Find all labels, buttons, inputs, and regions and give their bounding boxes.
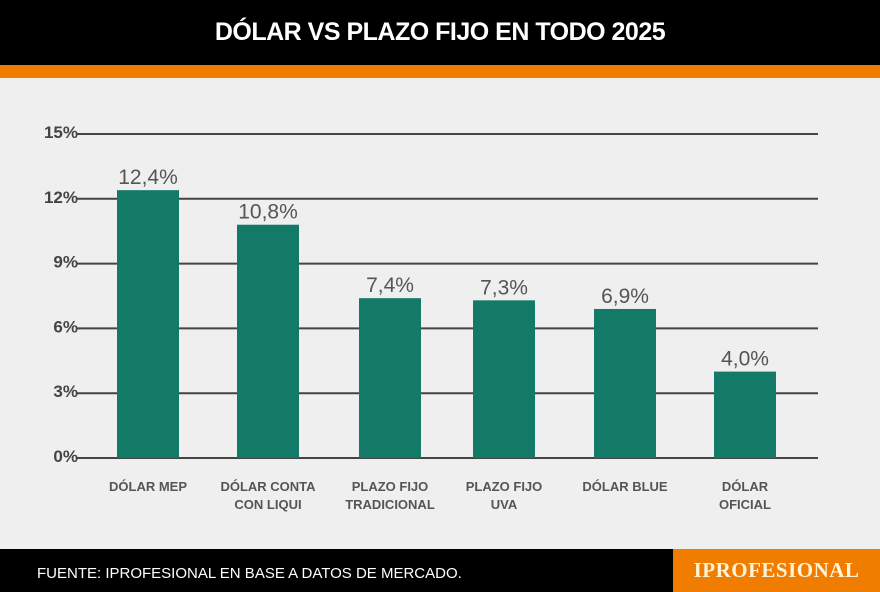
data-label: 7,3% xyxy=(480,276,528,299)
bar xyxy=(237,224,299,458)
x-tick-label: CON LIQUI xyxy=(234,497,301,512)
accent-strip xyxy=(0,65,880,78)
x-tick-label: DÓLAR BLUE xyxy=(582,479,668,494)
x-tick-label: OFICIAL xyxy=(719,497,771,512)
y-tick-label: 12% xyxy=(44,188,78,207)
data-label: 7,4% xyxy=(366,274,414,297)
x-tick-label: TRADICIONAL xyxy=(345,497,435,512)
source-note: FUENTE: IPROFESIONAL EN BASE A DATOS DE … xyxy=(37,565,462,582)
x-tick-label: DÓLAR MEP xyxy=(109,479,187,494)
x-tick-label: PLAZO FIJO xyxy=(352,479,429,494)
x-tick-label: DÓLAR xyxy=(722,479,769,494)
data-label: 6,9% xyxy=(601,285,649,308)
bar xyxy=(359,298,421,458)
y-tick-label: 9% xyxy=(53,253,78,272)
bar-chart: 0% 3% 6% 9% 12% 15% 12,4% DÓLAR MEP 10,8% DÓLAR C… xyxy=(44,123,818,512)
brand-logo: IPROFESIONAL xyxy=(673,549,880,592)
footer: FUENTE: IPROFESIONAL EN BASE A DATOS DE … xyxy=(0,549,880,592)
x-tick-label: DÓLAR CONTA xyxy=(220,479,316,494)
data-label: 12,4% xyxy=(118,166,178,189)
data-label: 4,0% xyxy=(721,348,769,371)
y-tick-label: 3% xyxy=(53,382,78,401)
bar xyxy=(714,371,776,458)
title-bar: DÓLAR VS PLAZO FIJO EN TODO 2025 xyxy=(0,0,880,65)
bar xyxy=(473,300,535,458)
x-tick-label: PLAZO FIJO xyxy=(466,479,543,494)
chart-title: DÓLAR VS PLAZO FIJO EN TODO 2025 xyxy=(214,18,666,46)
y-tick-label: 15% xyxy=(44,123,78,142)
data-label: 10,8% xyxy=(238,201,298,224)
y-tick-label: 6% xyxy=(53,317,78,336)
bar xyxy=(117,190,179,458)
x-tick-label: UVA xyxy=(491,497,518,512)
bar xyxy=(594,308,656,458)
y-tick-label: 0% xyxy=(53,447,78,466)
